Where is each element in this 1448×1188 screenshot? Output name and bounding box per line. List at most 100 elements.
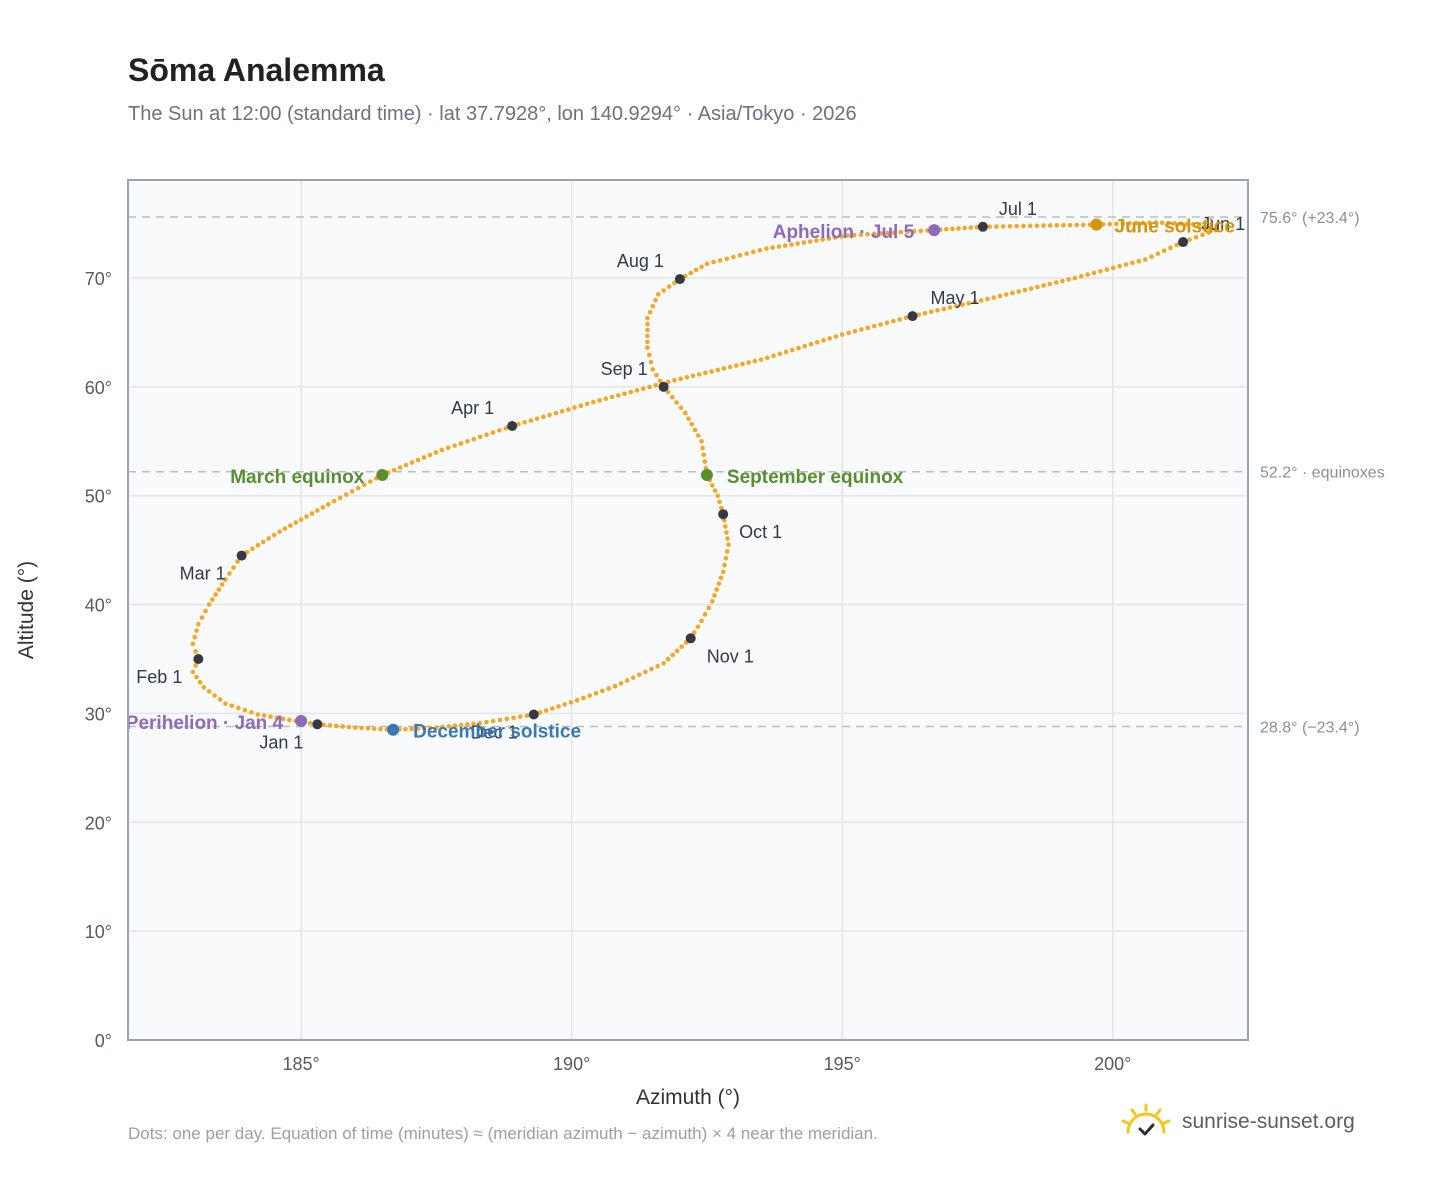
daily-dot <box>650 303 656 309</box>
daily-dot <box>1000 224 1006 229</box>
daily-dot <box>637 672 642 678</box>
daily-dot <box>190 669 196 675</box>
daily-dot <box>666 284 672 289</box>
daily-dot <box>711 259 716 265</box>
daily-dot <box>201 684 207 690</box>
daily-dot <box>717 499 722 505</box>
daily-dot <box>630 675 636 680</box>
daily-dot <box>645 339 650 345</box>
daily-dot <box>645 327 650 333</box>
daily-dot <box>287 717 292 723</box>
daily-dot <box>1197 222 1202 227</box>
daily-dot <box>1061 222 1066 228</box>
daily-dot <box>716 581 722 586</box>
daily-dot <box>320 505 326 510</box>
daily-dot <box>702 459 708 464</box>
x-tick-label: 185° <box>283 1054 320 1074</box>
daily-dot <box>695 433 701 438</box>
daily-dot <box>878 231 884 236</box>
daily-dot <box>1206 230 1212 235</box>
daily-dot <box>315 508 320 513</box>
daily-dot <box>724 549 730 554</box>
daily-dot <box>223 701 228 706</box>
daily-dot <box>1193 234 1199 240</box>
daily-dot <box>674 648 680 654</box>
daily-dot <box>802 343 808 349</box>
daily-dot <box>1014 223 1019 229</box>
daily-dot <box>699 438 704 444</box>
daily-dot <box>403 726 408 732</box>
daily-dot <box>654 372 659 378</box>
daily-dot <box>968 225 974 230</box>
daily-dot <box>1021 223 1026 229</box>
daily-dot <box>714 587 719 592</box>
daily-dot <box>878 322 883 327</box>
daily-dot <box>307 720 313 726</box>
daily-dot <box>1172 221 1177 226</box>
daily-dot <box>703 370 708 376</box>
daily-dot <box>440 724 445 730</box>
daily-dot <box>391 467 397 473</box>
daily-dot <box>1104 267 1110 272</box>
daily-dot <box>403 462 409 468</box>
daily-dot <box>1010 290 1015 296</box>
daily-dot <box>331 498 337 504</box>
daily-dot <box>727 364 733 370</box>
month-marker-label: Aug 1 <box>617 251 664 271</box>
daily-dot <box>744 251 749 256</box>
daily-dot <box>796 345 801 351</box>
brand[interactable]: sunrise-sunset.org <box>1120 1100 1355 1144</box>
daily-dot <box>859 327 864 332</box>
daily-dot <box>911 229 917 234</box>
daily-dot <box>665 389 671 395</box>
daily-dot <box>944 226 949 232</box>
daily-dot <box>661 661 666 666</box>
daily-dot <box>553 410 559 416</box>
daily-dot <box>465 438 470 444</box>
daily-dot <box>801 240 807 245</box>
daily-dot <box>1066 277 1071 282</box>
daily-dot <box>229 703 235 709</box>
daily-dot <box>1133 220 1139 226</box>
daily-dot <box>682 410 688 416</box>
daily-dot <box>615 393 621 398</box>
daily-dot <box>734 363 739 368</box>
daily-dot <box>997 293 1003 299</box>
daily-dot <box>839 234 844 239</box>
daily-dot <box>826 236 832 241</box>
daily-dot <box>696 372 702 377</box>
daily-dot <box>789 242 794 247</box>
daily-dot <box>274 715 280 721</box>
daily-dot <box>885 230 890 236</box>
daily-dot <box>547 412 552 418</box>
daily-dot <box>692 427 698 433</box>
daily-dot <box>340 724 345 729</box>
daily-dot <box>891 318 896 324</box>
daily-dot <box>962 225 967 231</box>
daily-dot <box>219 582 225 587</box>
daily-dot <box>524 713 530 718</box>
daily-dot <box>223 577 228 582</box>
daily-dot <box>197 679 203 685</box>
event-label: December solstice <box>413 722 581 743</box>
daily-dot <box>645 333 650 339</box>
daily-dot <box>1047 281 1053 287</box>
chart-subtitle: The Sun at 12:00 (standard time) · lat 3… <box>128 103 857 125</box>
x-tick-label: 200° <box>1094 1054 1131 1074</box>
daily-dot <box>865 231 870 237</box>
daily-dot <box>645 345 650 350</box>
daily-dot <box>782 243 788 248</box>
daily-dot <box>249 710 254 715</box>
daily-dot <box>646 352 652 358</box>
daily-dot <box>647 384 652 390</box>
daily-dot <box>846 330 851 336</box>
daily-dot <box>1159 220 1165 226</box>
daily-dot <box>1190 222 1196 227</box>
daily-dot <box>643 669 648 675</box>
daily-dot <box>845 233 850 238</box>
daily-dot <box>764 355 770 360</box>
y-tick-label: 40° <box>85 596 112 616</box>
daily-dot <box>715 493 721 498</box>
daily-dot <box>891 230 897 235</box>
month-marker-label: Nov 1 <box>707 646 754 666</box>
